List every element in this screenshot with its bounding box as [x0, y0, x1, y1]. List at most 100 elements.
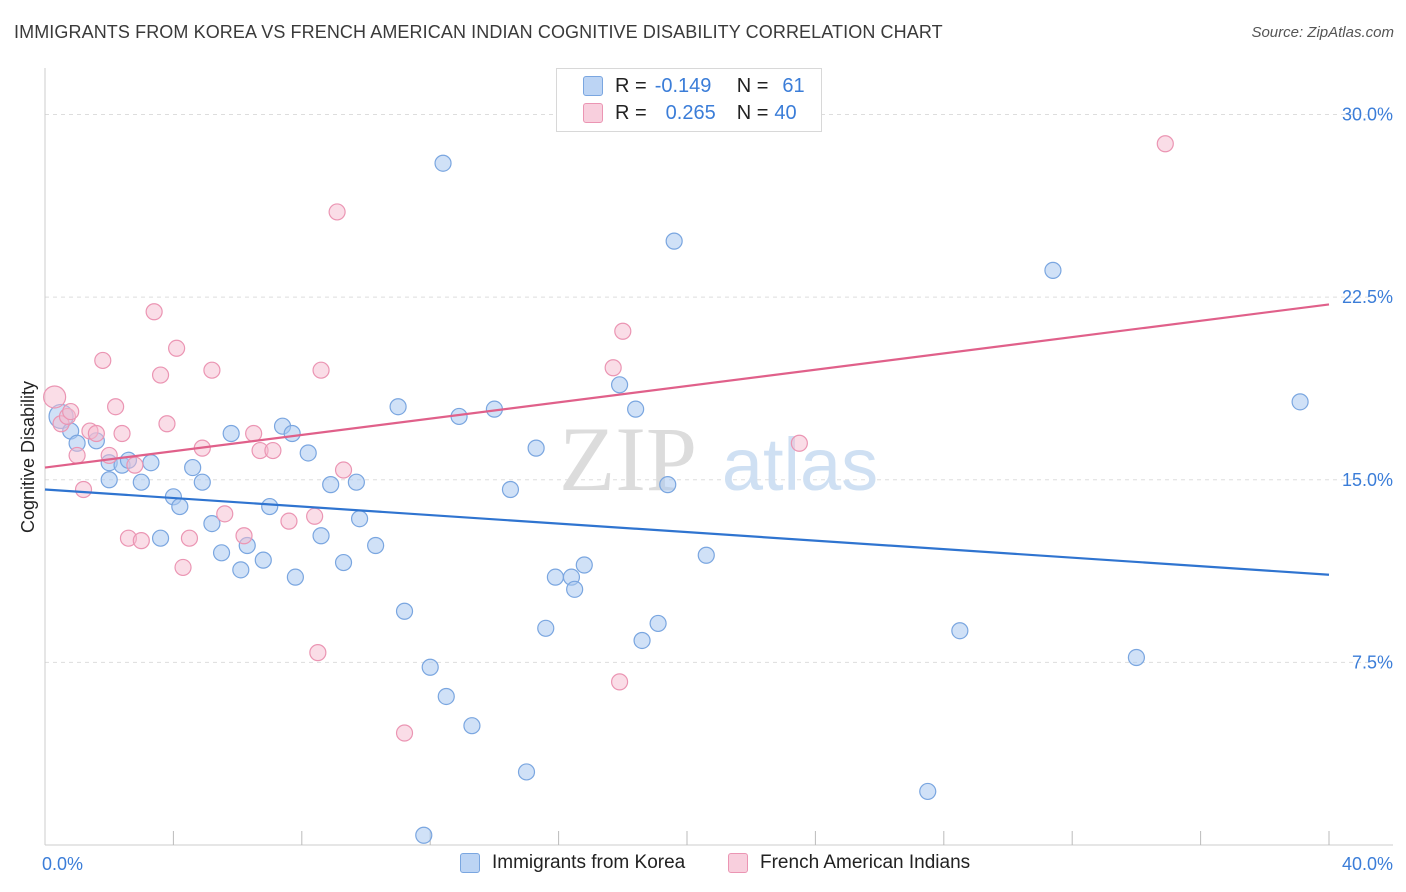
french-american-indian-point	[74, 480, 93, 499]
korea-point	[919, 782, 937, 801]
bottom-legend-label-french-american-indian: French American Indians	[760, 852, 971, 873]
korea-point	[389, 398, 407, 416]
korea-point	[665, 232, 683, 250]
french-american-indian-point	[334, 461, 353, 479]
korea-point	[261, 497, 279, 516]
legend-row-french-american-indian: R = 0.265 N = 40	[583, 100, 797, 126]
korea-point	[254, 551, 272, 569]
tick-labels: 7.5% 15.0% 22.5% 30.0% 0.0% 40.0%	[42, 105, 1393, 874]
korea-point	[395, 602, 414, 620]
korea-point	[951, 622, 969, 640]
y-tick-label: 22.5%	[1342, 287, 1393, 307]
korea-point	[283, 424, 301, 443]
y-tick-label: 15.0%	[1342, 470, 1393, 490]
y-tick-label: 7.5%	[1352, 652, 1393, 672]
french-american-indian-point	[790, 434, 808, 452]
korea-point	[1291, 393, 1309, 411]
french-american-indian-point	[158, 415, 176, 433]
french-american-indian-trend-line	[44, 303, 1330, 469]
french-american-indian-point	[203, 361, 221, 379]
korea-point	[421, 658, 439, 676]
legend-r-value: -0.149	[654, 74, 712, 97]
french-american-indian-point	[614, 322, 632, 340]
legend-n-label: N =	[736, 74, 769, 97]
korea-point	[415, 826, 433, 844]
french-american-indian-point	[245, 424, 263, 443]
french-american-indian-point	[94, 351, 112, 370]
french-american-indian-point	[126, 456, 144, 474]
french-american-indian-point	[395, 724, 414, 742]
french-american-indian-point	[328, 203, 346, 221]
korea-point	[517, 763, 536, 781]
korea-point	[367, 536, 385, 555]
french-american-indian-point	[306, 507, 324, 525]
french-american-indian-point	[132, 532, 150, 550]
korea-point	[222, 424, 240, 443]
korea-point	[1044, 261, 1062, 279]
french-american-indian-point	[235, 527, 253, 545]
french-american-indian-point	[107, 398, 125, 416]
french-american-indian-point	[604, 359, 622, 377]
french-american-indian-point	[280, 512, 298, 530]
axes	[44, 68, 1393, 846]
french-american-indian-point	[62, 402, 80, 421]
french-american-indian-point	[151, 366, 170, 384]
korea-point	[610, 376, 629, 394]
source-label: Source: ZipAtlas.com	[1251, 24, 1394, 41]
korea-point	[171, 497, 189, 516]
x-tick-label: 0.0%	[42, 854, 83, 874]
y-axis-label: Cognitive Disability	[18, 381, 38, 533]
korea-point	[151, 529, 170, 547]
korea-point	[322, 476, 340, 494]
korea-point	[203, 514, 221, 533]
korea-point	[312, 527, 330, 545]
korea-point	[697, 546, 715, 564]
trend-lines	[44, 303, 1330, 576]
korea-point	[437, 687, 455, 706]
legend-n-label: N =	[736, 101, 769, 124]
legend-swatch-french-american-indian	[583, 103, 603, 123]
korea-point	[546, 568, 564, 586]
x-tick-label: 40.0%	[1342, 854, 1393, 874]
french-american-indian-point	[264, 441, 282, 460]
korea-point	[142, 454, 160, 472]
korea-point	[193, 473, 211, 491]
series-french-american-indian-points	[43, 135, 1174, 742]
french-american-indian-point	[312, 361, 330, 379]
korea-point	[232, 561, 250, 579]
korea-point	[334, 553, 353, 572]
korea-point	[633, 631, 651, 650]
french-american-indian-point	[610, 673, 629, 691]
korea-point	[184, 458, 202, 477]
korea-point	[286, 568, 304, 586]
korea-point	[649, 614, 667, 633]
chart-title: IMMIGRANTS FROM KOREA VS FRENCH AMERICAN…	[14, 22, 943, 42]
french-american-indian-point	[216, 505, 234, 523]
korea-point	[1127, 648, 1146, 667]
french-american-indian-point	[174, 558, 192, 577]
korea-point	[627, 400, 645, 418]
korea-point	[434, 154, 452, 172]
legend-swatch-korea	[583, 76, 603, 96]
legend-row-korea: R = -0.149 N = 61	[583, 73, 805, 99]
legend-r-label: R =	[615, 74, 647, 97]
french-american-indian-point	[68, 446, 86, 465]
bottom-legend-french-american-indian: French American Indians	[728, 852, 970, 874]
y-tick-label: 30.0%	[1342, 105, 1393, 125]
legend-r-label: R =	[615, 101, 647, 124]
korea-point	[132, 473, 150, 491]
korea-point	[463, 717, 481, 735]
korea-point	[212, 544, 231, 562]
korea-point	[350, 510, 369, 528]
grid-lines	[45, 114, 1369, 663]
korea-trend-line	[44, 488, 1330, 576]
french-american-indian-point	[113, 424, 131, 443]
watermark: ZIP atlas	[559, 408, 878, 510]
french-american-indian-point	[43, 385, 67, 409]
bottom-legend-korea: Immigrants from Korea	[460, 852, 685, 874]
korea-point	[347, 473, 365, 491]
watermark-zip: ZIP	[559, 408, 697, 510]
french-american-indian-point	[87, 424, 105, 443]
korea-point	[566, 580, 584, 598]
